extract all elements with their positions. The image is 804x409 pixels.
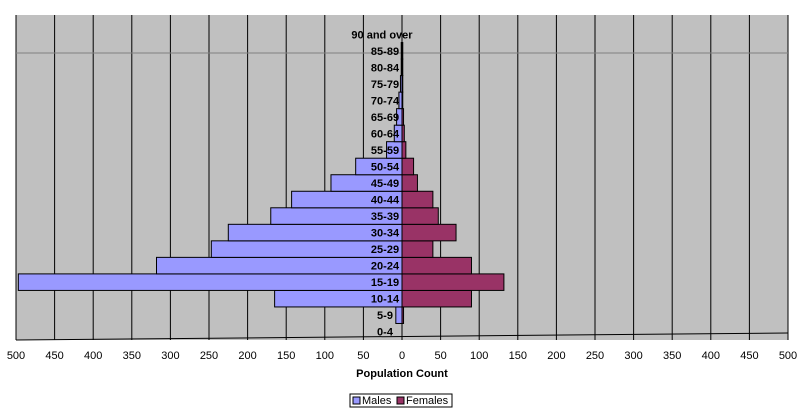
bar-females <box>401 124 405 143</box>
x-tick-label: 50 <box>434 350 446 362</box>
bar-males <box>395 306 403 324</box>
bar-females <box>401 157 415 176</box>
bar-females <box>401 174 418 192</box>
category-label: 70-74 <box>371 95 400 107</box>
category-label: 45-49 <box>371 178 399 190</box>
bar-females <box>401 256 472 275</box>
x-tick-label: 300 <box>624 350 642 362</box>
category-label: 20-24 <box>371 261 400 273</box>
category-label: 35-39 <box>371 211 399 223</box>
bar-females <box>401 207 439 225</box>
x-tick-label: 50 <box>357 350 369 362</box>
bar-females <box>401 190 434 209</box>
bar-males <box>156 256 403 275</box>
legend: Males Females <box>349 393 453 408</box>
category-label: 55-59 <box>371 145 399 157</box>
category-label: 75-79 <box>371 79 399 91</box>
category-label: 65-69 <box>371 112 399 124</box>
bar-females <box>401 306 405 324</box>
x-tick-label: 100 <box>470 350 488 362</box>
x-tick-label: 350 <box>123 350 141 362</box>
x-tick-label: 0 <box>399 350 405 362</box>
legend-swatch-males <box>352 396 361 405</box>
bar-females <box>401 42 404 60</box>
legend-label-males: Males <box>362 395 392 407</box>
category-label: 80-84 <box>371 62 400 74</box>
x-tick-label: 500 <box>7 350 25 362</box>
bar-females <box>401 141 407 159</box>
category-label: 60-64 <box>371 128 400 140</box>
x-tick-label: 150 <box>277 350 295 362</box>
category-label: 0-4 <box>377 327 394 339</box>
bar-females <box>401 58 404 77</box>
category-label: 40-44 <box>371 195 400 207</box>
x-tick-label: 200 <box>238 350 256 362</box>
bar-females <box>401 223 457 242</box>
category-label: 50-54 <box>371 161 400 173</box>
x-tick-label: 100 <box>316 350 334 362</box>
legend-swatch-females <box>396 396 405 405</box>
bar-females <box>401 108 405 126</box>
x-axis-title: Population Count <box>356 368 448 380</box>
x-tick-label: 450 <box>45 350 63 362</box>
x-tick-label: 500 <box>779 350 797 362</box>
bar-males <box>17 273 403 291</box>
category-label: 5-9 <box>377 310 393 322</box>
x-tick-label: 400 <box>84 350 102 362</box>
x-tick-label: 250 <box>200 350 218 362</box>
category-label: 10-14 <box>371 294 400 306</box>
bar-females <box>401 75 404 93</box>
x-tick-label: 150 <box>509 350 527 362</box>
x-tick-label: 400 <box>702 350 720 362</box>
legend-label-females: Females <box>406 395 449 407</box>
x-tick-label: 350 <box>663 350 681 362</box>
category-label: 25-29 <box>371 244 399 256</box>
x-tick-label: 250 <box>586 350 604 362</box>
category-label: 85-89 <box>371 46 399 58</box>
bar-females <box>401 240 434 258</box>
bar-females <box>401 289 472 308</box>
bar-females <box>401 91 404 110</box>
bar-females <box>401 273 505 291</box>
category-label: 30-34 <box>371 228 400 240</box>
x-tick-label: 300 <box>161 350 179 362</box>
category-label: 15-19 <box>371 277 399 289</box>
x-tick-label: 200 <box>547 350 565 362</box>
category-label: 90 and over <box>351 29 413 41</box>
x-tick-label: 450 <box>740 350 758 362</box>
